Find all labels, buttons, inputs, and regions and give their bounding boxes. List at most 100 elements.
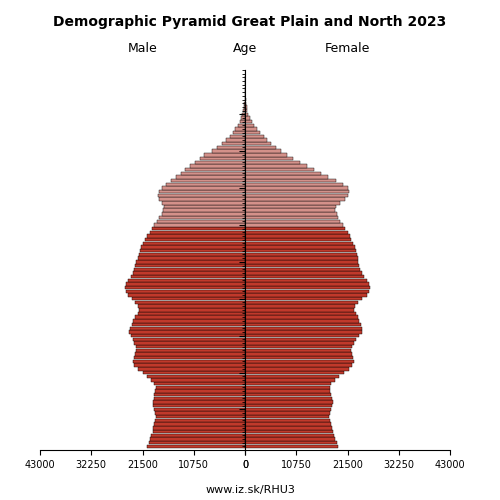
Bar <box>138 256 245 260</box>
Bar <box>245 157 292 160</box>
Bar <box>245 441 336 444</box>
Bar <box>230 134 245 138</box>
Bar <box>245 444 338 448</box>
Bar <box>245 419 330 422</box>
Bar <box>245 297 362 300</box>
Bar <box>139 253 245 256</box>
Bar <box>245 168 314 172</box>
Bar <box>244 105 245 108</box>
Bar <box>245 374 339 378</box>
Bar <box>132 297 245 300</box>
Bar <box>245 98 246 101</box>
Bar <box>245 212 336 216</box>
Bar <box>245 138 268 142</box>
Bar <box>245 360 354 363</box>
Bar <box>245 186 348 190</box>
Bar <box>245 396 332 400</box>
Bar <box>157 220 245 223</box>
Bar <box>136 316 245 319</box>
Bar <box>152 227 245 230</box>
Bar <box>136 352 245 356</box>
Bar <box>245 253 356 256</box>
Bar <box>245 194 348 197</box>
Bar <box>245 260 358 264</box>
Bar <box>141 246 245 249</box>
Bar <box>245 286 370 290</box>
Bar <box>245 312 356 315</box>
Bar <box>133 271 245 274</box>
Bar <box>148 441 245 444</box>
Bar <box>136 345 245 348</box>
Bar <box>245 367 349 370</box>
Bar <box>245 116 250 119</box>
Bar <box>245 102 246 105</box>
Bar <box>152 430 245 434</box>
Bar <box>242 112 245 116</box>
Bar <box>245 264 360 267</box>
Bar <box>245 105 246 108</box>
Bar <box>154 393 245 396</box>
Bar <box>245 142 271 146</box>
Bar <box>245 268 360 271</box>
Bar <box>245 220 340 223</box>
Bar <box>245 242 353 245</box>
Bar <box>245 294 366 296</box>
Bar <box>245 282 369 286</box>
Bar <box>240 120 245 124</box>
Bar <box>136 348 245 352</box>
Bar <box>245 128 257 130</box>
Bar <box>245 205 336 208</box>
Bar <box>142 242 245 245</box>
Bar <box>148 444 245 448</box>
Bar <box>138 367 245 370</box>
Bar <box>245 371 344 374</box>
Bar <box>138 304 245 308</box>
Bar <box>136 300 245 304</box>
Bar <box>245 271 362 274</box>
Bar <box>218 146 245 149</box>
Bar <box>245 334 360 338</box>
Bar <box>245 230 348 234</box>
Bar <box>245 400 332 404</box>
Bar <box>245 190 349 194</box>
Text: Male: Male <box>128 42 158 55</box>
Bar <box>150 230 245 234</box>
Bar <box>129 330 245 334</box>
Bar <box>245 338 356 341</box>
Bar <box>245 393 332 396</box>
Bar <box>245 120 252 124</box>
Bar <box>245 134 264 138</box>
Bar <box>133 360 245 363</box>
Bar <box>245 348 351 352</box>
Bar <box>245 415 330 418</box>
Bar <box>245 308 354 312</box>
Bar <box>156 390 245 392</box>
Bar <box>245 378 334 382</box>
Bar <box>128 278 245 282</box>
Bar <box>134 364 245 367</box>
Bar <box>150 437 245 440</box>
Bar <box>245 434 334 437</box>
Bar <box>200 157 245 160</box>
Bar <box>244 102 245 105</box>
Bar <box>245 319 360 322</box>
Bar <box>125 286 245 290</box>
Bar <box>245 422 331 426</box>
Bar <box>245 408 331 411</box>
Bar <box>245 176 328 178</box>
Bar <box>245 109 248 112</box>
Bar <box>154 396 245 400</box>
Bar <box>154 404 245 407</box>
Bar <box>134 268 245 271</box>
Bar <box>241 116 245 119</box>
Bar <box>130 334 245 338</box>
Bar <box>180 172 245 175</box>
Bar <box>245 112 248 116</box>
Text: Demographic Pyramid Great Plain and North 2023: Demographic Pyramid Great Plain and Nort… <box>54 15 446 29</box>
Bar <box>156 415 245 418</box>
Bar <box>142 371 245 374</box>
Bar <box>136 264 245 267</box>
Bar <box>245 326 362 330</box>
Bar <box>245 290 369 293</box>
Bar <box>245 390 330 392</box>
